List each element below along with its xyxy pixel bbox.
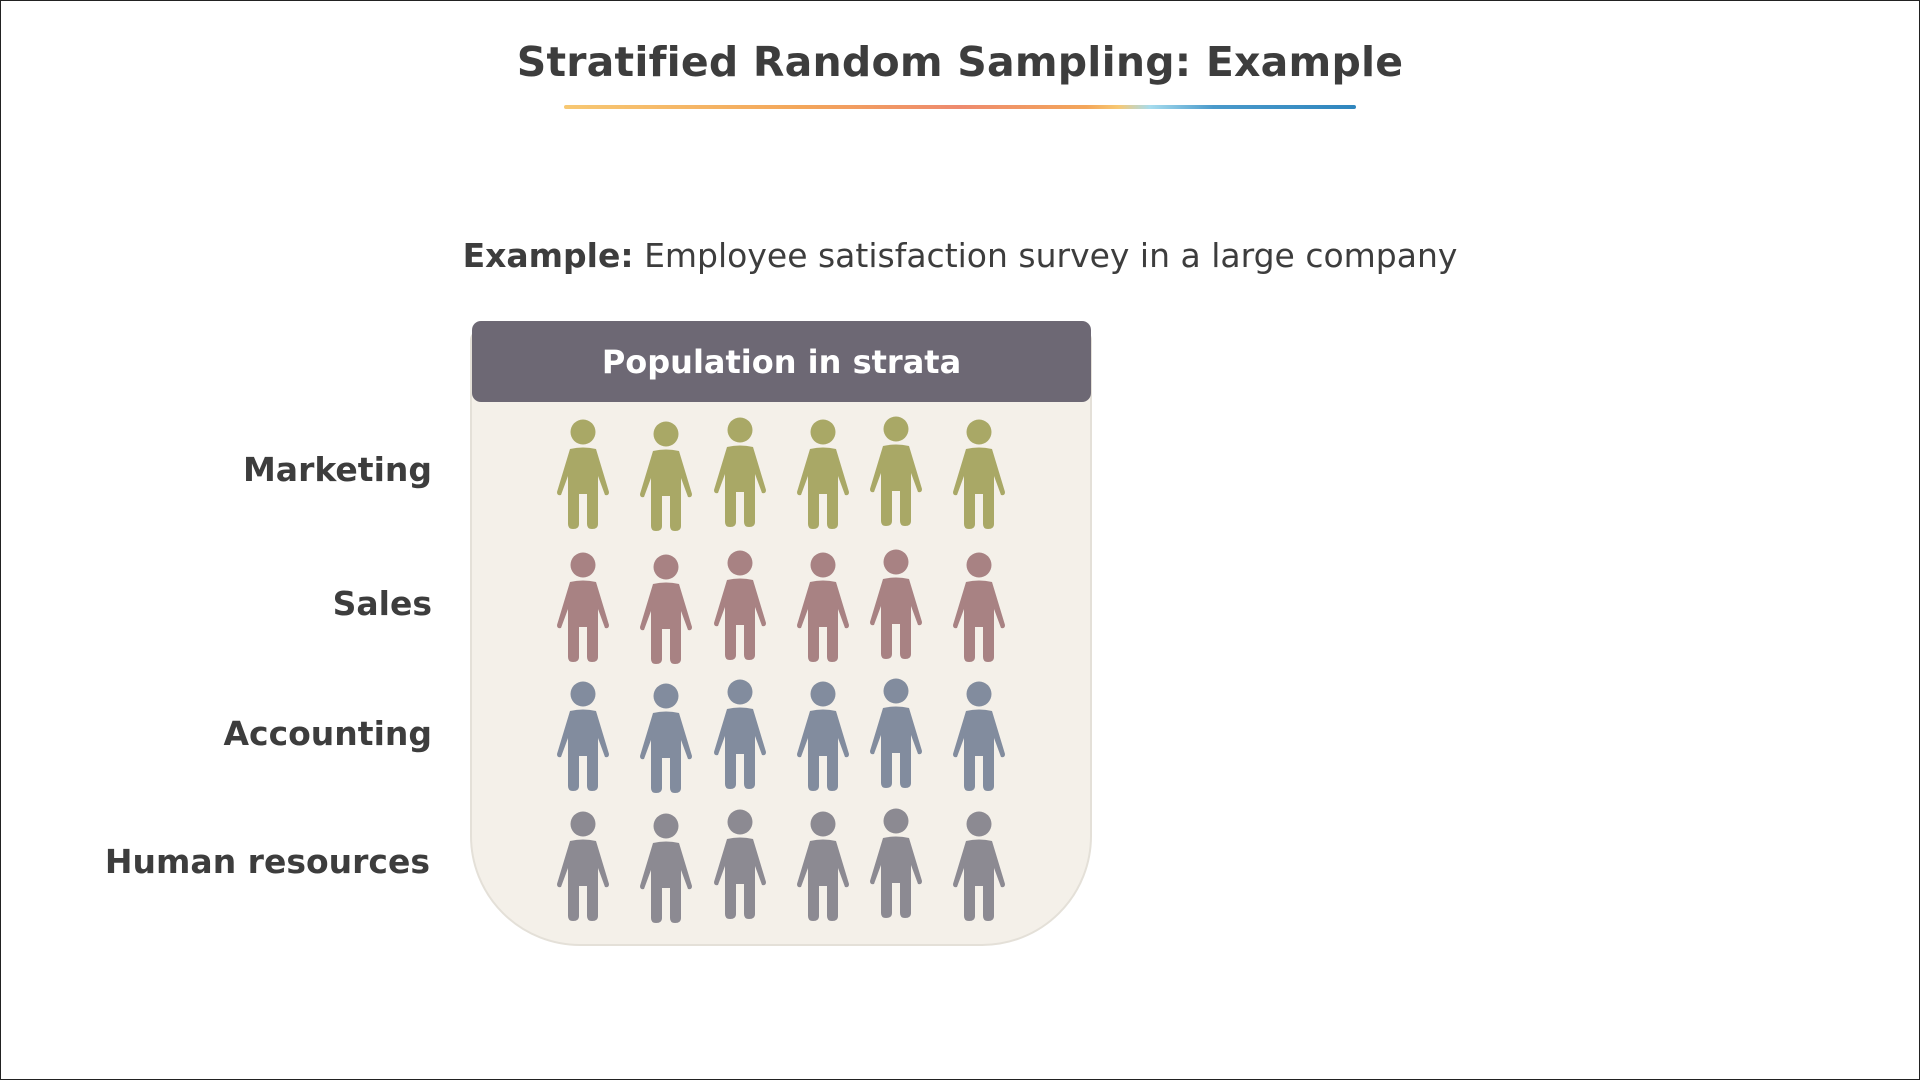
person-icon-marketing bbox=[870, 416, 922, 526]
stratum-label-sales: Sales bbox=[332, 584, 432, 623]
person-icon-accounting bbox=[797, 681, 849, 791]
example-caption: Example: Employee satisfaction survey in… bbox=[0, 236, 1920, 275]
person-icon-marketing bbox=[714, 417, 766, 527]
person-icon-human-resources bbox=[870, 808, 922, 918]
person-icon-human-resources bbox=[714, 809, 766, 919]
stratum-label-marketing: Marketing bbox=[242, 450, 432, 489]
person-icon-sales bbox=[640, 554, 692, 664]
person-icon-marketing bbox=[640, 421, 692, 531]
person-icon-human-resources bbox=[640, 813, 692, 923]
person-icon-human-resources bbox=[953, 811, 1005, 921]
stratum-label-human-resources: Human resources bbox=[104, 842, 430, 881]
person-icon-marketing bbox=[557, 419, 609, 529]
person-icon-accounting bbox=[557, 681, 609, 791]
person-icon-human-resources bbox=[797, 811, 849, 921]
stratum-label-accounting: Accounting bbox=[223, 714, 432, 753]
person-icon-marketing bbox=[953, 419, 1005, 529]
person-icon-sales bbox=[797, 552, 849, 662]
person-icon-accounting bbox=[870, 678, 922, 788]
person-icon-sales bbox=[714, 550, 766, 660]
example-text: Employee satisfaction survey in a large … bbox=[644, 236, 1458, 275]
person-icon-marketing bbox=[797, 419, 849, 529]
title-underline bbox=[564, 105, 1356, 109]
person-icon-sales bbox=[953, 552, 1005, 662]
person-icon-accounting bbox=[953, 681, 1005, 791]
person-icon-sales bbox=[870, 549, 922, 659]
population-panel-header: Population in strata bbox=[472, 321, 1091, 402]
person-icon-accounting bbox=[714, 679, 766, 789]
example-lead: Example: bbox=[462, 236, 634, 275]
person-icon-human-resources bbox=[557, 811, 609, 921]
person-icon-sales bbox=[557, 552, 609, 662]
slide-title: Stratified Random Sampling: Example bbox=[516, 38, 1404, 86]
person-icon-accounting bbox=[640, 683, 692, 793]
